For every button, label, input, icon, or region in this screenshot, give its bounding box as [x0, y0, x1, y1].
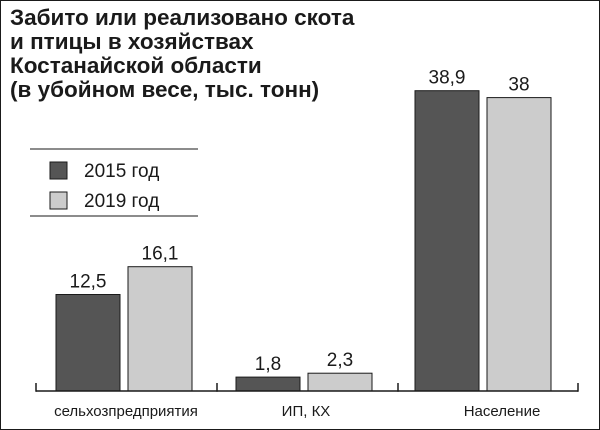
chart-title: Забито или реализовано скота и птицы в х…: [10, 6, 410, 102]
data-label-ip-kh-2015: 1,8: [255, 354, 281, 375]
chart-title-line-1: Забито или реализовано скота: [10, 5, 355, 30]
data-label-ip-kh-2019: 2,3: [327, 350, 353, 371]
category-label-selkhoz: сельхозпредприятия: [54, 403, 198, 420]
data-label-selkhoz-2019: 16,1: [142, 244, 179, 265]
chart-title-line-2: и птицы в хозяйствах: [10, 29, 254, 54]
legend-label-2019: 2019 год: [84, 191, 159, 212]
legend-swatch-2015: [49, 161, 68, 180]
plot-area: 12,5 16,1 сельхозпредприятия 1,8 2,3 ИП, КХ 38…: [35, 68, 579, 420]
category-label-ip-kh: ИП, КХ: [282, 403, 331, 420]
legend-swatch-2019: [49, 191, 68, 210]
bar-ip-kh-2015: [235, 376, 301, 392]
data-label-selkhoz-2015: 12,5: [70, 272, 107, 293]
chart-title-line-3: Костанайской области: [10, 53, 262, 78]
bar-ip-kh-2019: [307, 372, 373, 392]
legend-label-2015: 2015 год: [84, 161, 159, 182]
bar-selkhoz-2015: [55, 294, 121, 392]
bar-naselenie-2019: [486, 97, 552, 392]
bar-naselenie-2015: [414, 90, 480, 392]
data-label-naselenie-2019: 38: [508, 75, 529, 96]
bar-selkhoz-2019: [127, 266, 193, 392]
category-label-naselenie: Население: [464, 403, 541, 420]
data-label-naselenie-2015: 38,9: [429, 68, 466, 89]
chart-title-line-4: (в убойном весе, тыс. тонн): [10, 77, 320, 102]
legend: 2015 год 2019 год: [30, 148, 198, 217]
